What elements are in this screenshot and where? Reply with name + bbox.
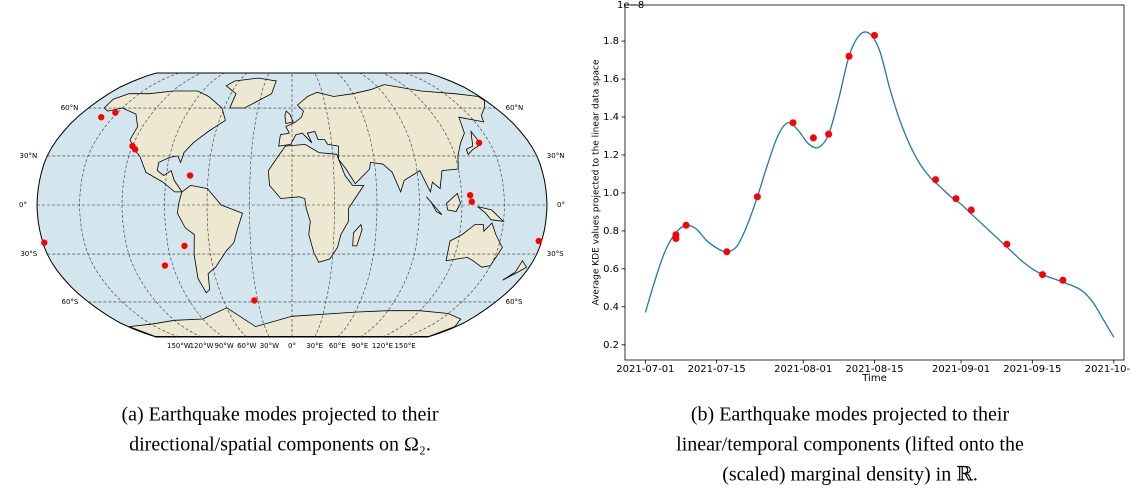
y-tick-label: 0.8 (603, 226, 619, 237)
earthquake-point (98, 114, 104, 120)
caption-line: directional/spatial components on Ω₂. (129, 434, 431, 456)
lat-label-left: 60°S (61, 298, 78, 306)
mode-point (1039, 271, 1046, 278)
mode-point (968, 207, 975, 214)
page: {"chart_data": [ {"type": "map", "xlim":… (0, 0, 1130, 500)
earthquake-point (476, 140, 482, 146)
lat-label-right: 30°S (547, 250, 564, 258)
mode-point (932, 176, 939, 183)
earthquake-point (162, 262, 168, 268)
caption-line: (b) Earthquake modes projected to their (691, 404, 1010, 426)
lon-label: 150°E (394, 342, 415, 350)
y-tick-label: 1.4 (603, 112, 619, 123)
y-tick-label: 1.2 (603, 150, 619, 161)
earthquake-point (469, 199, 475, 205)
lat-label-right: 60°S (506, 298, 523, 306)
lon-label: 30°E (306, 342, 323, 350)
x-tick-label: 2021-08-01 (774, 364, 832, 375)
earthquake-point (467, 192, 473, 198)
earthquake-point (251, 297, 257, 303)
x-tick-label: 2021-10-01 (1085, 364, 1130, 375)
mode-point (1059, 277, 1066, 284)
caption-line: linear/temporal components (lifted onto … (676, 434, 1024, 456)
lon-label: 90°W (214, 342, 233, 350)
y-tick-label: 1.0 (603, 188, 619, 199)
y-tick-label: 0.6 (603, 264, 619, 275)
lon-label: 60°W (237, 342, 256, 350)
y-axis-label: Average KDE values projected to the line… (592, 59, 602, 306)
lat-label-left: 60°N (61, 104, 79, 112)
lon-label: 90°E (351, 342, 368, 350)
y-tick-label: 0.2 (603, 340, 619, 351)
lat-label-left: 30°S (20, 250, 37, 258)
density-line (645, 32, 1113, 337)
mode-point (754, 193, 761, 200)
x-tick-label: 2021-07-15 (688, 364, 746, 375)
lon-label: 150°W (167, 342, 191, 350)
earthquake-point (112, 109, 118, 115)
mode-point (810, 134, 817, 141)
lon-label: 60°E (329, 342, 346, 350)
mode-point (871, 32, 878, 39)
mode-point (723, 248, 730, 255)
lon-label: 120°E (372, 342, 393, 350)
mode-point (683, 222, 690, 229)
mode-point (825, 131, 832, 138)
mode-point (952, 195, 959, 202)
caption-line: (scaled) marginal density) in ℝ. (722, 464, 978, 486)
mode-point (1003, 241, 1010, 248)
figure: 60°N 60°N 30°N 30°N 0° 0° 30°S 30°S 60°S 60°S 150°… (0, 0, 1130, 500)
mode-point (846, 53, 853, 60)
y-tick-label: 1.6 (603, 74, 619, 85)
y-tick-label: 0.4 (603, 302, 619, 313)
lon-label: 120°W (190, 342, 214, 350)
lat-label-right: 30°N (547, 152, 565, 160)
caption-line: (a) Earthquake modes projected to their (121, 404, 438, 426)
mode-point (790, 119, 797, 126)
y-offset-label: 1e−8 (617, 0, 644, 11)
lat-label-right: 60°N (506, 104, 524, 112)
earthquake-point (536, 238, 542, 244)
earthquake-point (41, 239, 47, 245)
lat-label-left: 0° (19, 201, 27, 209)
x-axis-label: Time (861, 373, 886, 384)
lon-label: 30°W (260, 342, 279, 350)
earthquake-point (187, 172, 193, 178)
x-tick-label: 2021-07-01 (616, 364, 674, 375)
earthquake-point (181, 243, 187, 249)
x-tick-label: 2021-09-01 (932, 364, 990, 375)
lat-label-left: 30°N (20, 152, 38, 160)
plot-frame (625, 5, 1124, 360)
lat-label-right: 0° (557, 201, 565, 209)
x-tick-label: 2021-09-15 (1003, 364, 1061, 375)
earthquake-point (132, 146, 138, 152)
mode-point (672, 231, 679, 238)
lon-label: 0° (288, 342, 296, 350)
y-tick-label: 1.8 (603, 36, 619, 47)
